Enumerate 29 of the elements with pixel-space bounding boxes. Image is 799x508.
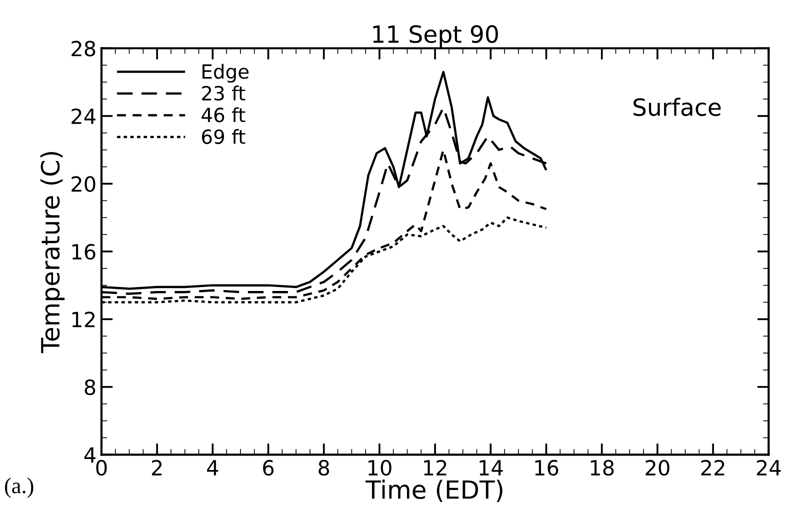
x-tick-label: 0 — [96, 460, 107, 476]
text: (a.) — [4, 478, 34, 498]
x-tick-label: 10 — [368, 460, 392, 476]
x-tick-label: 2 — [152, 460, 162, 476]
x-tick-label: 24 — [756, 460, 781, 476]
x-tick-label: 4 — [207, 460, 218, 476]
y-tick-label: 8 — [84, 379, 96, 396]
x-tick-label: 6 — [263, 460, 274, 476]
y-tick-label: 20 — [72, 176, 96, 192]
chart-title: 11 Sept 90 — [373, 25, 498, 48]
annotation: Surface — [634, 98, 721, 116]
y-axis-title: Temperature (C) — [40, 152, 65, 354]
legend-label: 69 ft — [202, 129, 246, 144]
y-tick-label: 16 — [72, 244, 96, 260]
legend-label: Edge — [202, 64, 249, 83]
x-tick-label: 12 — [424, 460, 446, 476]
y-tick-label: 12 — [72, 312, 95, 328]
x-tick-label: 14 — [480, 460, 503, 476]
x-tick-label: 20 — [646, 460, 670, 476]
x-tick-label: 16 — [535, 460, 558, 476]
x-tick-label: 22 — [701, 460, 724, 476]
y-tick-label: 4 — [84, 447, 96, 463]
y-tick-label: 24 — [72, 108, 96, 124]
y-tick-label: 28 — [72, 40, 96, 56]
x-axis-title: Time (EDT) — [366, 480, 502, 502]
x-tick-label: 18 — [590, 460, 614, 476]
x-tick-label: 8 — [318, 460, 330, 476]
legend-label: 46 ft — [202, 107, 246, 122]
legend-label: 23 ft — [202, 86, 246, 101]
